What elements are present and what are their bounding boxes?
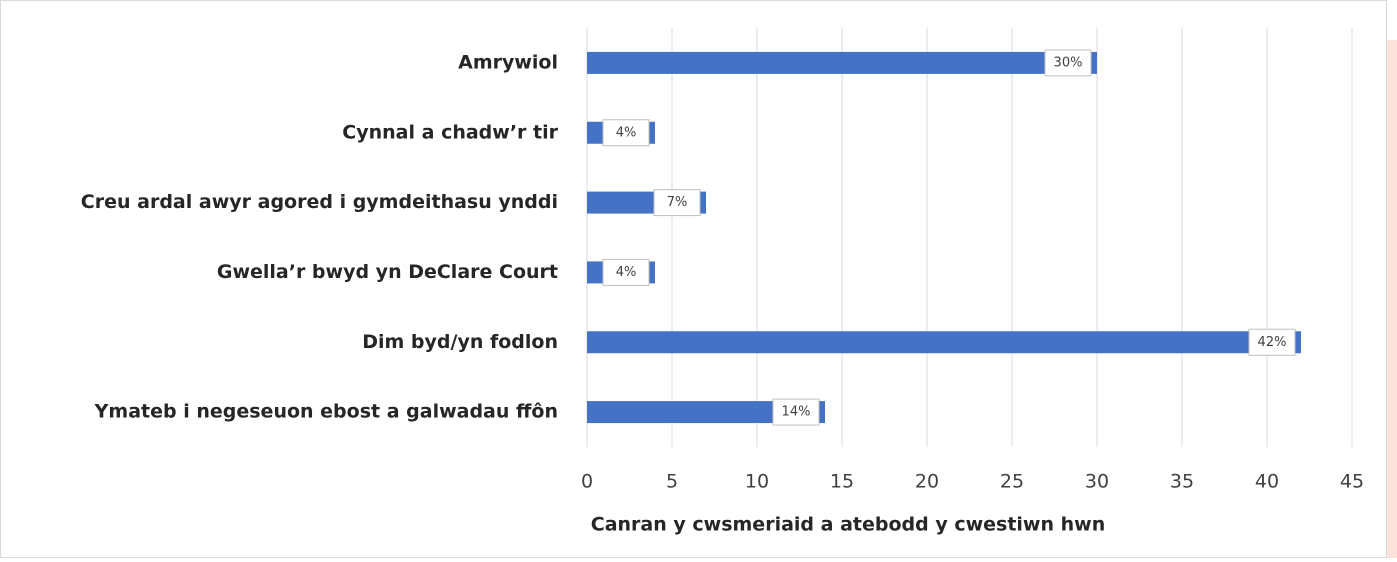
value-label: 4% [616,125,637,140]
x-tick-label: 40 [1255,471,1279,493]
y-tick-label: Cynnal a chadw’r tir [342,121,558,143]
x-tick-label: 30 [1085,471,1109,493]
x-tick-label: 25 [1000,471,1024,493]
value-label-box [772,398,820,426]
x-tick-label: 45 [1340,471,1364,493]
y-tick-label: Gwella’r bwyd yn DeClare Court [217,261,558,283]
value-label: 42% [1258,335,1287,350]
value-label-box [1044,49,1092,77]
value-label: 4% [616,265,637,280]
value-label-box [602,119,650,147]
page-edge [1387,40,1397,558]
value-label: 30% [1054,55,1083,70]
bar [587,401,825,424]
y-tick-label: Ymateb i negeseuon ebost a galwadau ffôn [94,401,558,423]
value-label-box [1248,328,1296,356]
value-label-box [602,258,650,286]
x-axis-title: Canran y cwsmeriaid a atebodd y cwestiwn… [591,514,1105,536]
x-tick-label: 10 [745,471,769,493]
bar [587,331,1301,354]
value-label: 14% [782,405,811,420]
x-tick-label: 20 [915,471,939,493]
x-tick-label: 5 [666,471,678,493]
x-tick-label: 0 [581,471,593,493]
value-label-box [653,189,701,217]
value-label: 7% [667,195,688,210]
y-tick-label: Amrywiol [458,51,558,73]
x-tick-label: 15 [830,471,854,493]
y-tick-label: Creu ardal awyr agored i gymdeithasu ynd… [81,191,558,213]
y-tick-label: Dim byd/yn fodlon [362,331,558,353]
bar [587,51,1097,74]
x-tick-label: 35 [1170,471,1194,493]
